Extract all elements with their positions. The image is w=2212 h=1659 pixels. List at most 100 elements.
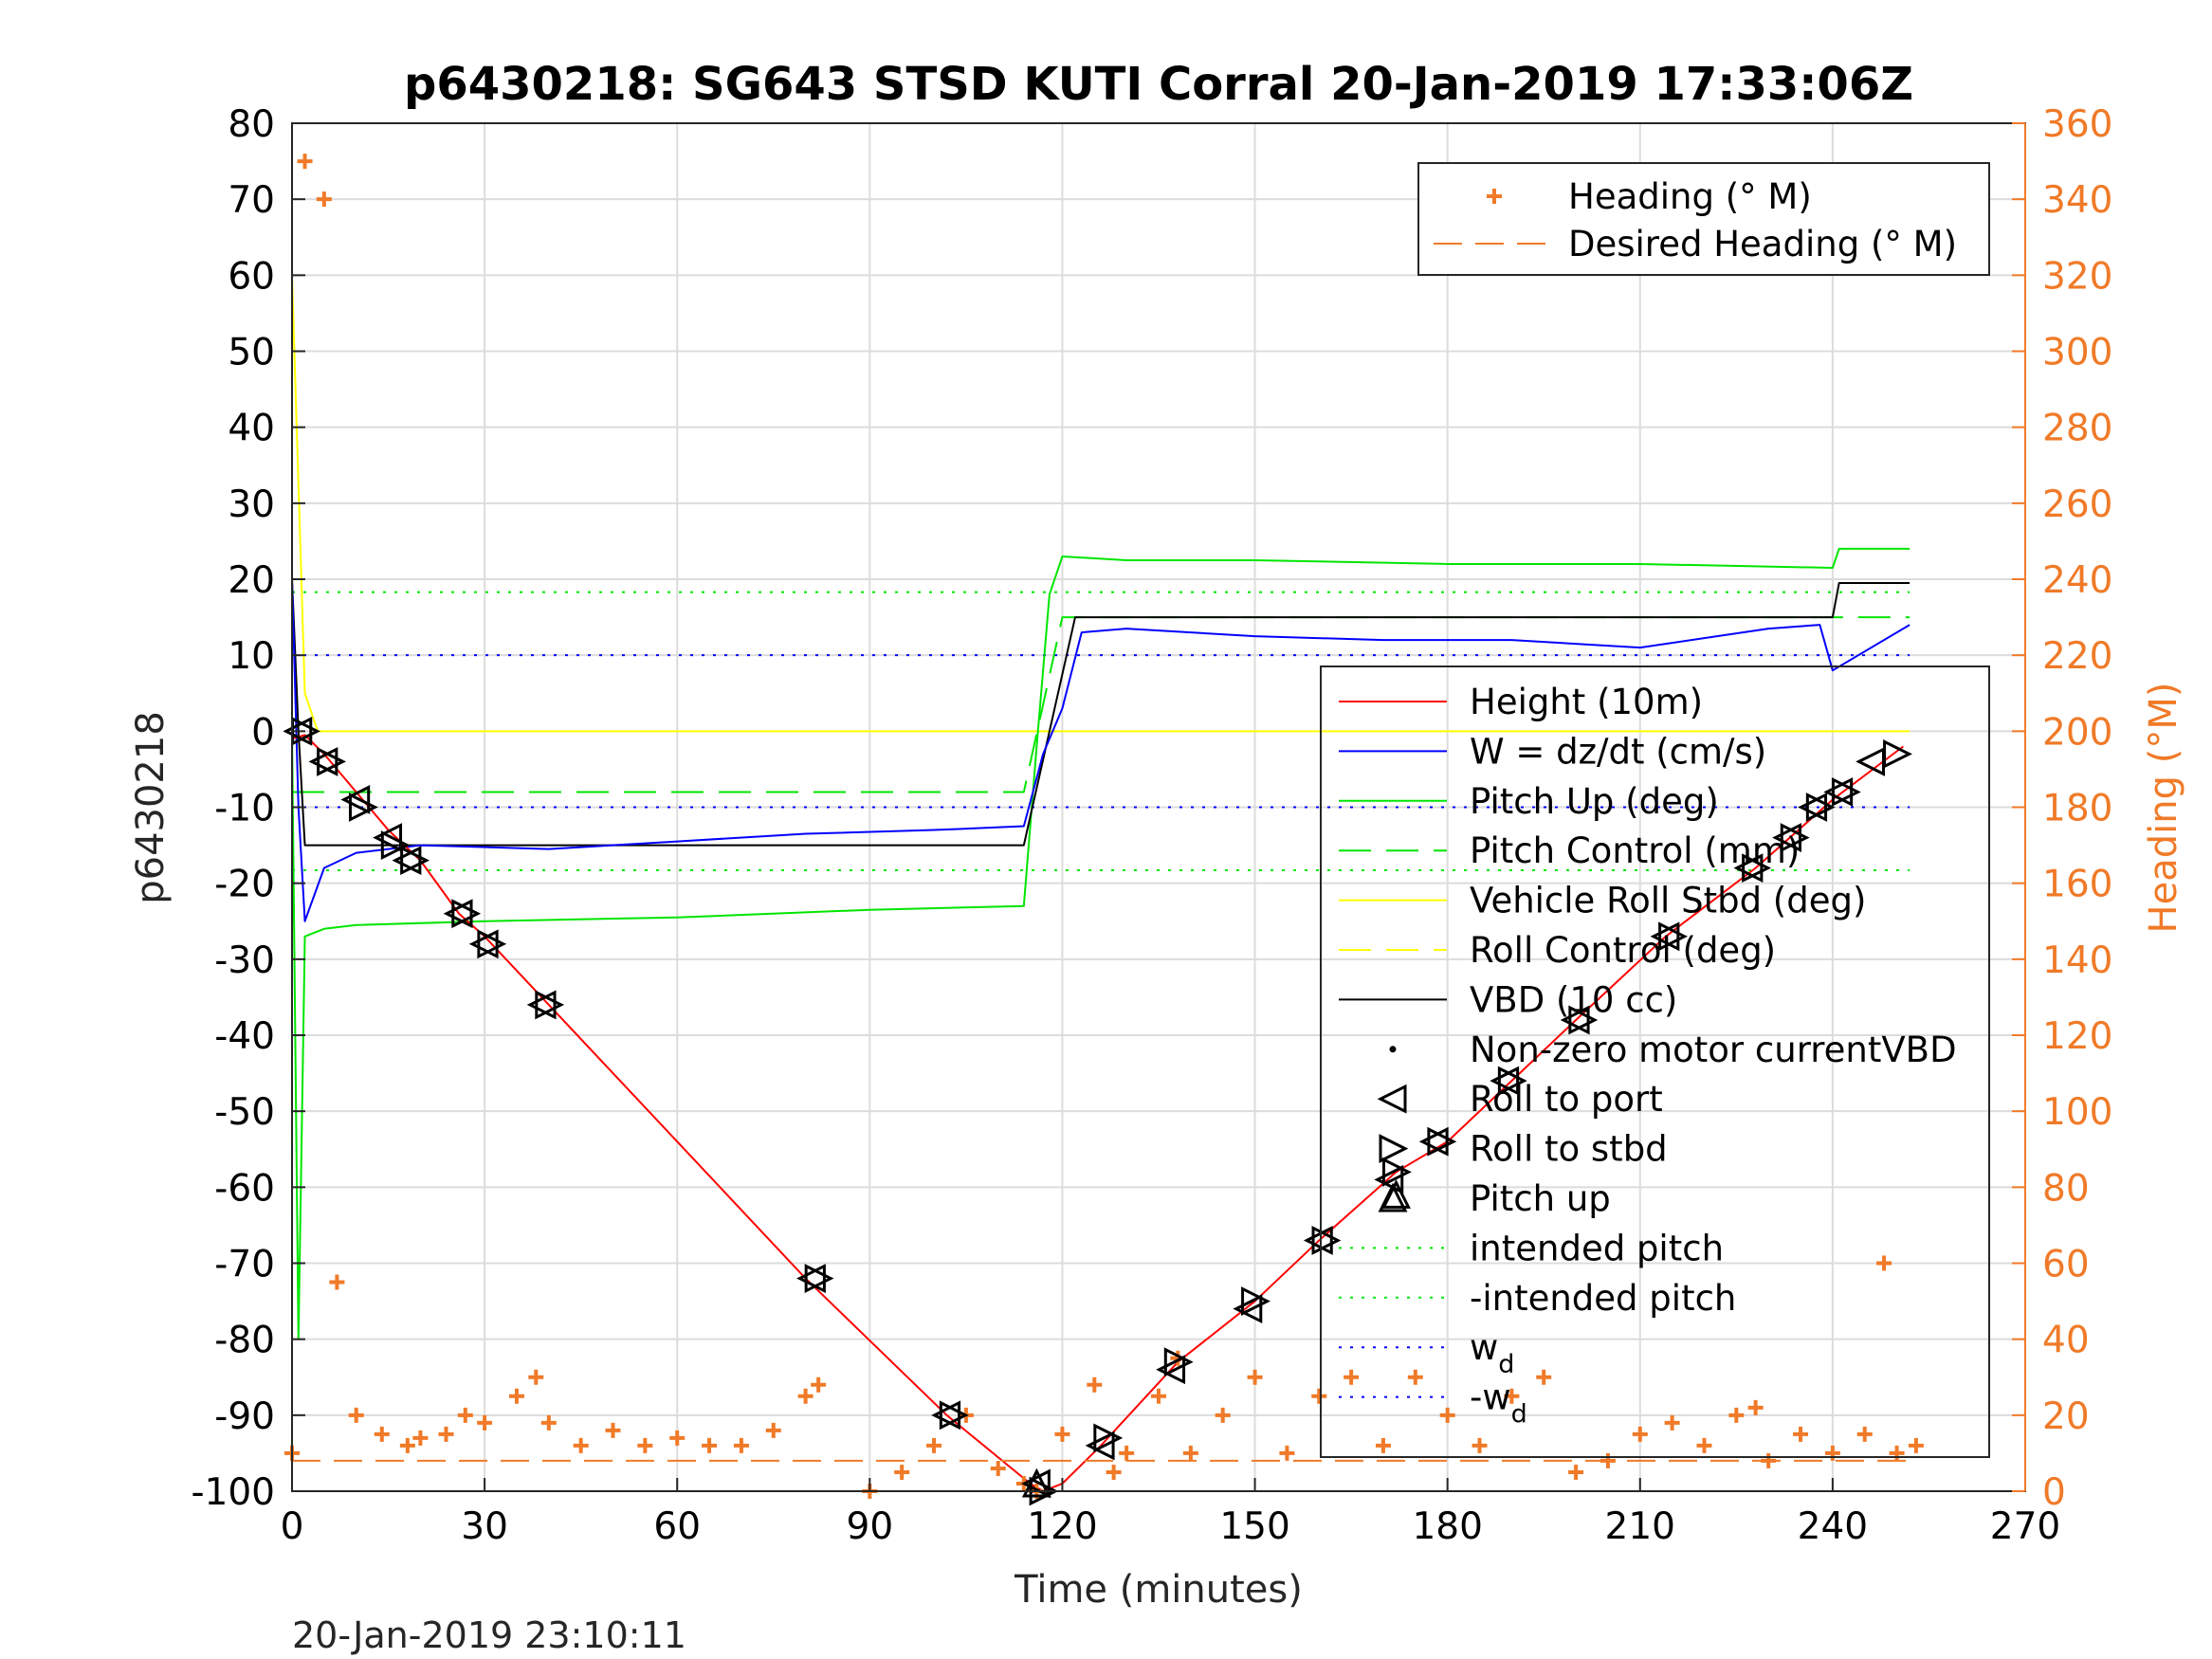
y-right-tick-label: 340 [2042,179,2112,222]
heading-point [1054,1426,1070,1442]
legend-main-label: Vehicle Roll Stbd (deg) [1470,881,1866,921]
legend-heading: Heading (° M) Desired Heading (° M) [1417,162,1990,276]
marker-roll-to-stbd [1658,921,1688,952]
legend-main-label: -intended pitch [1470,1278,1736,1319]
y-tick-label: -100 [191,1471,275,1514]
legend-main-label-text: VBD (10 cc) [1470,979,1677,1020]
legend-main-label-text: Roll to port [1470,1079,1663,1120]
x-tick-label: 270 [1990,1505,2060,1548]
marker-roll-to-port [1418,1126,1449,1157]
y-tick-label: 60 [228,255,275,298]
legend-main-label: Pitch Control (mm) [1470,830,1800,871]
legend-main: Height (10m) W = dz/dt (cm/s) Pitch Up (de… [1320,665,1990,1458]
marker-roll-to-stbd [1831,777,1861,807]
legend-heading-box [1417,162,1990,276]
legend-main-label-text: -w [1470,1377,1511,1418]
marker-roll-to-stbd [380,830,411,861]
footer-timestamp: 20-Jan-2019 23:10:11 [292,1614,686,1656]
legend-main-label-text: -intended pitch [1470,1278,1736,1319]
x-axis-label: Time (minutes) [1014,1568,1303,1612]
legend-main-label: Height (10m) [1470,682,1703,722]
legend-main-swatch [1389,1046,1397,1053]
x-tick-label: 210 [1605,1505,1675,1548]
legend-main-label: -wd [1470,1377,1527,1430]
marker-roll-to-stbd [1497,1066,1527,1096]
heading-point [477,1414,493,1431]
y-right-tick-label: 200 [2042,711,2112,754]
legend-main-label-subscript: d [1511,1400,1527,1430]
marker-roll-to-stbd [939,1400,969,1431]
legend-main-label: VBD (10 cc) [1470,979,1677,1020]
heading-point [540,1414,557,1431]
legend-main-label: Roll Control (deg) [1470,930,1776,971]
marker-roll-to-port [468,929,499,959]
legend-main-label-text: Height (10m) [1470,682,1703,722]
marker-roll-to-stbd [1883,738,1912,769]
marker-roll-to-stbd [1093,1423,1124,1453]
marker-roll-to-port [1085,1431,1115,1461]
heading-point [329,1274,345,1290]
heading-point [438,1426,454,1442]
heading-point [1439,1407,1455,1423]
y-right-tick-label: 320 [2042,255,2112,298]
heading-point [348,1407,364,1423]
y-tick-label: -80 [214,1320,275,1362]
heading-point [1106,1464,1122,1480]
y-tick-label: -10 [214,788,275,830]
heading-point [797,1388,814,1404]
heading-point [1568,1464,1584,1480]
y-tick-label: -20 [214,864,275,906]
y-tick-label: 80 [228,103,275,146]
y-right-tick-label: 260 [2042,483,2112,526]
heading-point [412,1430,429,1446]
heading-point [1856,1426,1873,1442]
legend-main-label: W = dz/dt (cm/s) [1470,731,1766,772]
legend-main-label: intended pitch [1470,1228,1724,1268]
x-tick-label: 150 [1219,1505,1289,1548]
x-tick-label: 60 [653,1505,701,1548]
x-tick-label: 180 [1412,1505,1482,1548]
y-tick-label: 30 [228,483,275,526]
series-vehicle-roll-stbd-deg [291,275,1910,733]
marker-roll-to-stbd [1805,793,1836,822]
y-right-tick-label: 240 [2042,559,2112,602]
heading-point [528,1369,544,1385]
marker-roll-to-port [308,746,338,776]
heading-point [1087,1376,1103,1393]
y-right-tick-label: 100 [2042,1091,2112,1134]
y-tick-label: -60 [214,1167,275,1210]
legend-main-label-text: Vehicle Roll Stbd (deg) [1470,881,1866,921]
marker-roll-to-stbd [1311,1226,1342,1255]
y-tick-label: 0 [251,711,275,754]
legend-main-label-text: Pitch Control (mm) [1470,830,1800,871]
y-tick-label: 10 [228,635,275,678]
heading-point [1247,1369,1263,1385]
legend-main-label: Pitch Up (deg) [1470,781,1719,822]
y-tick-label: 40 [228,408,275,450]
heading-point [1472,1437,1488,1453]
legend-main-label: wd [1470,1327,1514,1379]
series-layer [291,275,1910,1492]
x-tick-label: 240 [1798,1505,1868,1548]
y-right-tick-label: 60 [2042,1244,2090,1286]
heading-point [508,1388,524,1404]
heading-point [1182,1445,1198,1461]
marker-roll-to-port [340,785,371,814]
marker-roll-to-port [1233,1294,1263,1324]
heading-point [1536,1369,1552,1385]
marker-roll-to-port [1798,793,1828,822]
marker-roll-to-stbd [348,793,378,822]
y-tick-label: -70 [214,1244,275,1286]
legend-main-box [1320,665,1990,1458]
chart-title: p6430218: SG643 STSD KUTI Corral 20-Jan-… [404,58,1913,111]
marker-roll-to-stbd [535,990,565,1020]
marker-roll-to-stbd [1568,1005,1599,1035]
heading-point [1824,1445,1840,1461]
heading-point [1151,1388,1166,1404]
heading-point [1696,1437,1712,1453]
heading-point [811,1376,827,1393]
legend-heading-label: Heading (° M) [1568,176,1812,217]
marker-roll-to-port [1560,1005,1590,1035]
heading-point [573,1437,589,1453]
